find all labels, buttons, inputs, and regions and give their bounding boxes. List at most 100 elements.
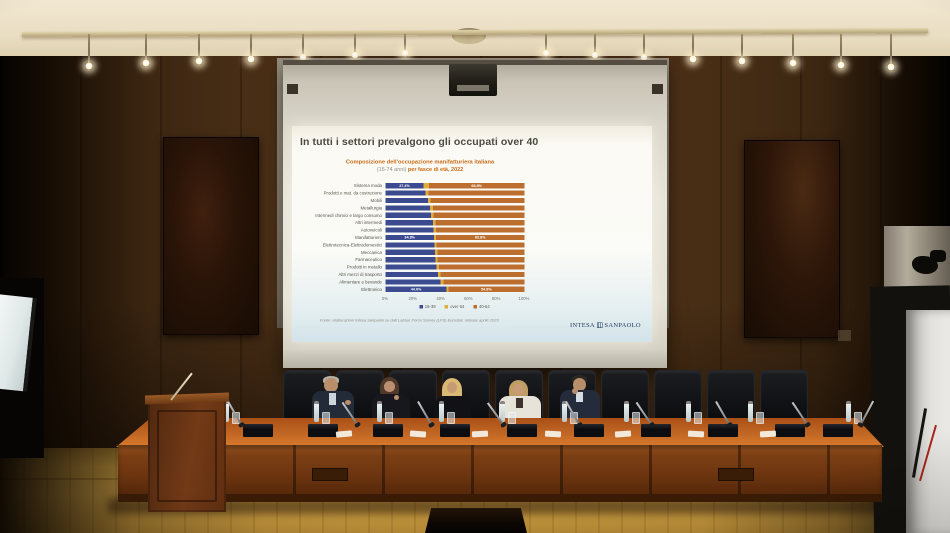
water-bottle: [314, 401, 319, 422]
face: [447, 382, 457, 393]
slide-subtitle-line1: Composizione dell'occupazione manifattur…: [345, 159, 495, 165]
legend-swatch-icon: [419, 304, 423, 309]
chart-row: Farmaceutico: [292, 256, 527, 263]
water-bottle: [846, 401, 851, 422]
category-label: Elettrotecnica-Elettrodomestici: [322, 242, 382, 248]
category-label: Intermedi chimici e largo consumo: [315, 212, 382, 218]
water-glass: [385, 412, 393, 424]
category-label: Elettronico: [361, 286, 382, 292]
bar-segment-15-39: [385, 249, 435, 255]
chart-row: Altri intermedi: [292, 219, 527, 226]
bar-segment-40-64: [428, 190, 525, 196]
table-monitor: [641, 424, 671, 437]
chart-row: Mobili: [292, 197, 527, 204]
water-bottle: [624, 401, 629, 422]
stacked-bar: 44.0% 54.8%: [385, 286, 525, 292]
spotlight-icon: [142, 59, 150, 67]
bar-segment-40-64: [430, 197, 525, 204]
spotlight-stem: [840, 34, 842, 63]
stacked-bar: 34.8% 63.8%: [385, 234, 525, 241]
bar-segment-40-64: [437, 257, 525, 263]
stacked-bar: [385, 197, 525, 204]
category-label: Altri intermedi: [355, 220, 382, 226]
legend-label: 40-64: [478, 304, 490, 309]
spotlight-icon: [837, 61, 845, 69]
bar-segment-40-64: 63.8%: [435, 234, 525, 241]
category-label: Mobili: [370, 197, 382, 203]
bar-segment-15-39: [385, 205, 430, 211]
table-monitor: [373, 424, 403, 437]
bar-segment-40-64: [443, 279, 525, 285]
category-label: Prodotti e mat. da costruzione: [323, 190, 382, 196]
x-tick-label: 100%: [518, 296, 530, 301]
stacked-bar: [385, 190, 525, 196]
spotlight-icon: [195, 57, 203, 65]
spotlight-stem: [643, 34, 645, 55]
bar-value-label: 34.8%: [404, 235, 415, 240]
bar-segment-40-64: [440, 271, 525, 278]
bar-segment-15-39: [385, 190, 426, 196]
spotlight-icon: [401, 49, 409, 57]
shirt: [576, 392, 583, 402]
water-bottle: [686, 401, 691, 422]
table-monitor: [243, 424, 273, 437]
spotlight-icon: [689, 55, 697, 63]
paper-sheet: [687, 430, 705, 438]
screen-bracket-right: [652, 84, 663, 94]
water-glass: [756, 412, 764, 424]
paper-sheet: [759, 430, 777, 438]
spotlight-stem: [145, 34, 147, 61]
stacked-bar: [385, 271, 525, 278]
stacked-bar: [385, 279, 525, 285]
bar-segment-40-64: [435, 220, 525, 226]
screen-bracket-left: [287, 84, 298, 94]
bar-segment-40-64: [439, 264, 525, 270]
stacked-bar: [385, 257, 525, 263]
logo-text-intesa: INTESA: [570, 321, 595, 329]
artwork-right: [744, 140, 840, 338]
bar-value-label: 54.8%: [481, 287, 492, 292]
paper-sheet: [544, 430, 562, 438]
category-label: Sistema moda: [353, 183, 382, 189]
stacked-bar: [385, 212, 525, 218]
table-monitor: [823, 424, 853, 437]
table-bottom-rail: [118, 494, 882, 502]
spotlight-icon: [351, 51, 359, 59]
bar-segment-40-64: 54.8%: [448, 286, 525, 292]
table-plaque-left: [312, 468, 348, 481]
x-tick-label: 40%: [436, 296, 445, 301]
spotlight-icon: [247, 55, 255, 63]
table-monitor: [775, 424, 805, 437]
bar-segment-40-64: [435, 227, 525, 233]
spotlight-icon: [887, 63, 895, 71]
chart-row: Autoveicoli: [292, 226, 527, 233]
stacked-bar: [385, 227, 525, 233]
hand: [394, 395, 399, 400]
slide-subtitle-line2: (15-74 anni) per fasce di età, 2022: [292, 167, 548, 173]
chart-row: Prodotti in metallo: [292, 263, 527, 270]
chart-row: Elettrotecnica-Elettrodomestici: [292, 241, 527, 248]
bar-segment-15-39: [385, 197, 428, 204]
table-monitor: [507, 424, 537, 437]
bar-value-label: 68.8%: [471, 183, 482, 188]
spotlight-icon: [542, 49, 550, 57]
chart-x-axis: 0% 20% 40% 60% 80% 100%: [377, 296, 532, 301]
category-label: Altri mezzi di trasporto: [338, 271, 382, 277]
screen-casing-slot: [457, 85, 489, 91]
inner-top: [516, 398, 523, 408]
bar-value-label: 44.0%: [410, 287, 422, 292]
floor-hatch: [425, 508, 527, 533]
hands: [572, 388, 578, 394]
spotlight-stem: [792, 34, 794, 61]
bar-segment-15-39: [385, 212, 432, 218]
category-label: Metallurgia: [360, 205, 382, 211]
lectern-front-panel: [157, 410, 217, 502]
bar-segment-15-39: [385, 227, 434, 233]
artwork-left: [163, 137, 259, 335]
chart-row: Meccanica: [292, 249, 527, 256]
bar-segment-15-39: 27.4%: [385, 183, 424, 189]
legend-swatch-icon: [444, 304, 449, 309]
water-glass: [322, 412, 330, 424]
legend-item: 40-64: [473, 304, 490, 309]
